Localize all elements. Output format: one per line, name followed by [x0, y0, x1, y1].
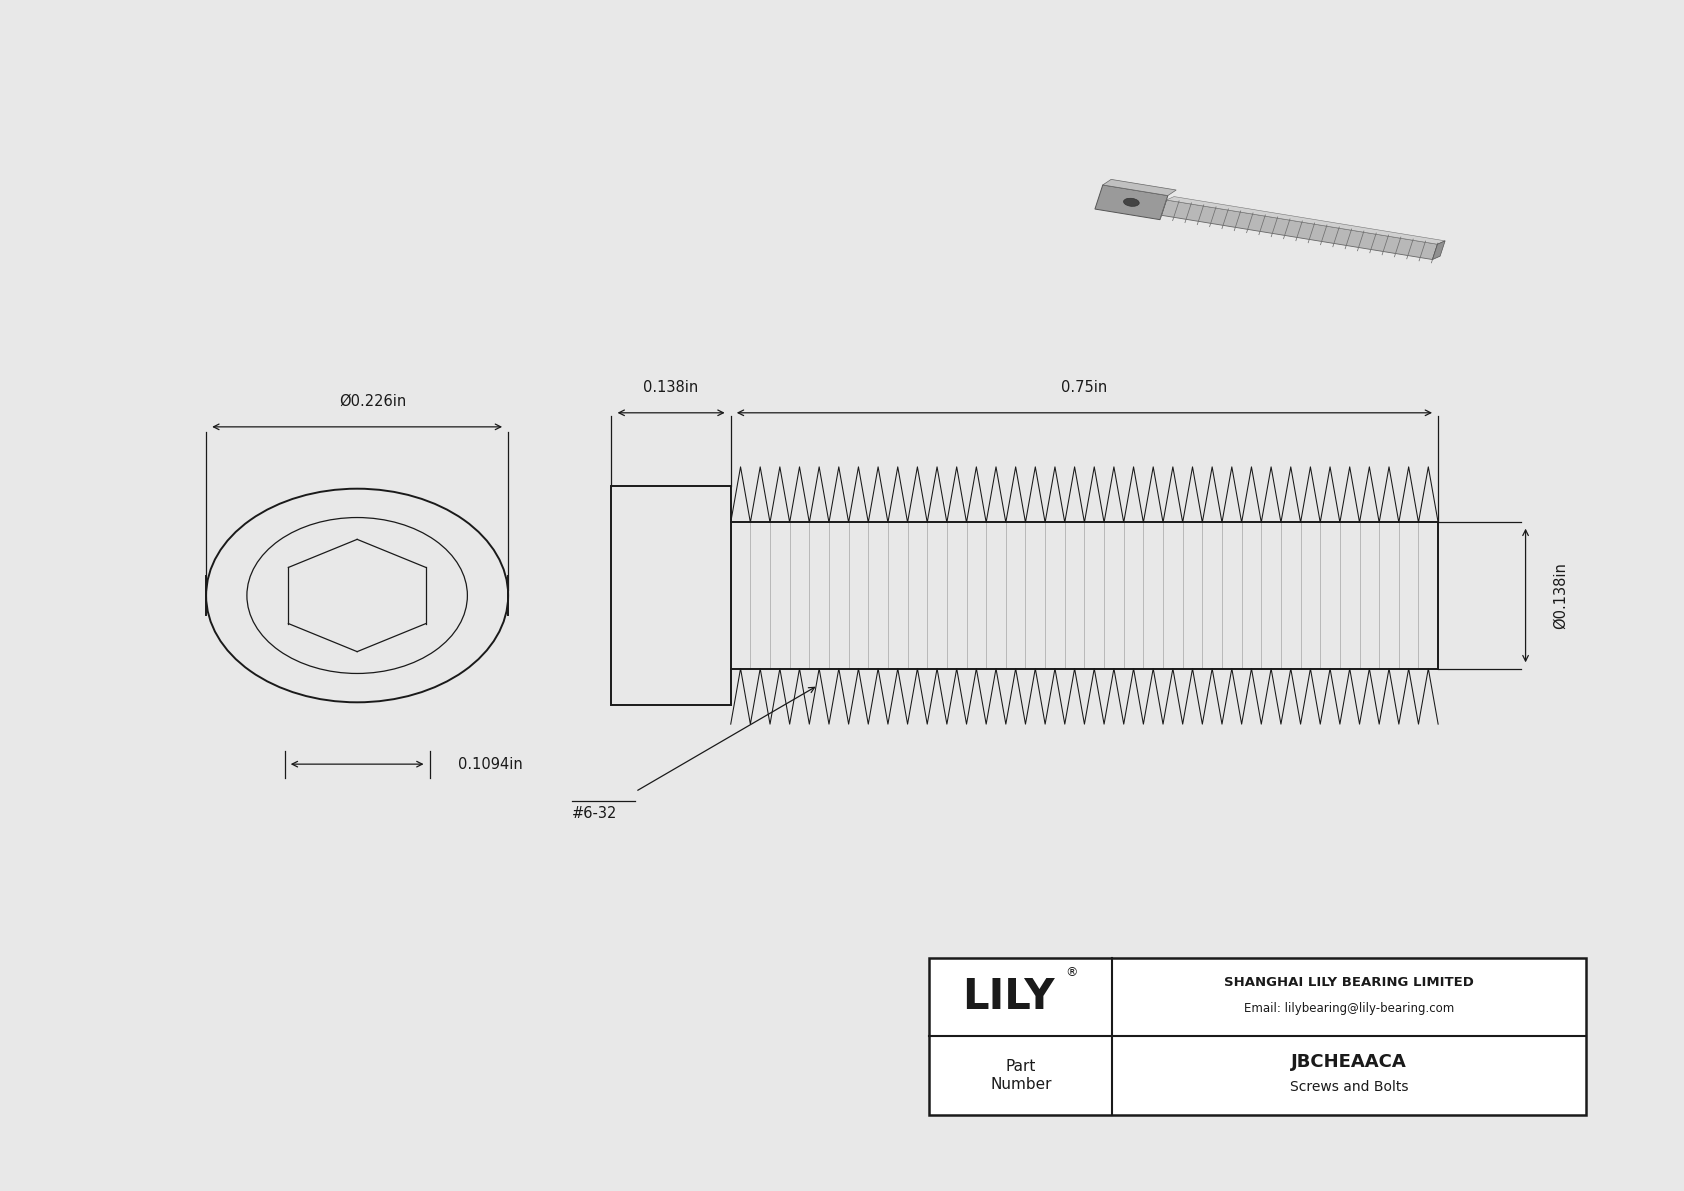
Text: 0.1094in: 0.1094in — [458, 756, 524, 772]
Text: 0.138in: 0.138in — [643, 380, 699, 394]
Polygon shape — [1103, 180, 1175, 195]
Text: JBCHEAACA: JBCHEAACA — [1292, 1053, 1408, 1071]
Text: #6-32: #6-32 — [573, 806, 616, 822]
Polygon shape — [1433, 241, 1445, 260]
Bar — [611, 486, 731, 705]
Polygon shape — [1162, 200, 1438, 260]
Text: Ø0.226in: Ø0.226in — [340, 394, 406, 409]
Text: ®: ® — [1066, 966, 1078, 979]
Polygon shape — [1167, 197, 1445, 244]
Text: Part
Number: Part Number — [990, 1059, 1051, 1092]
Ellipse shape — [1123, 198, 1140, 206]
Bar — [930, 958, 1586, 1115]
Polygon shape — [1095, 185, 1167, 219]
Text: LILY: LILY — [962, 975, 1054, 1018]
Text: Ø0.138in: Ø0.138in — [1553, 562, 1568, 629]
Text: SHANGHAI LILY BEARING LIMITED: SHANGHAI LILY BEARING LIMITED — [1224, 975, 1474, 989]
Text: Email: lilybearing@lily-bearing.com: Email: lilybearing@lily-bearing.com — [1244, 1002, 1455, 1015]
Text: Screws and Bolts: Screws and Bolts — [1290, 1080, 1408, 1093]
Text: 0.75in: 0.75in — [1061, 380, 1108, 394]
